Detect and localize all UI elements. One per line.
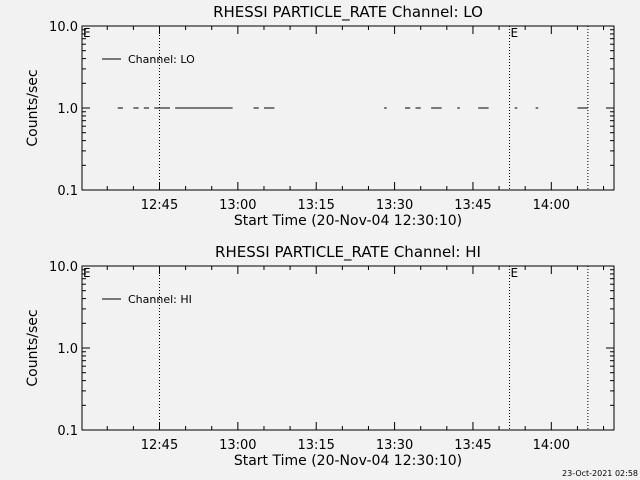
x-tick-label: 13:15 — [297, 438, 334, 453]
marker-label: E — [511, 266, 519, 280]
y-tick-label: 1.0 — [57, 342, 78, 357]
y-axis-label: Counts/sec — [25, 69, 41, 146]
x-axis-label: Start Time (20-Nov-04 12:30:10) — [234, 453, 462, 469]
chart-title: RHESSI PARTICLE_RATE Channel: LO — [213, 3, 483, 22]
marker-label: E — [511, 26, 519, 40]
x-axis-label: Start Time (20-Nov-04 12:30:10) — [234, 213, 462, 229]
x-tick-label: 12:45 — [141, 438, 178, 453]
x-tick-label: 13:30 — [376, 198, 413, 213]
y-tick-label: 0.1 — [57, 184, 78, 199]
x-tick-label: 13:15 — [297, 198, 334, 213]
x-tick-label: 13:45 — [454, 198, 491, 213]
plot-frame — [81, 265, 615, 431]
x-tick-label: 13:00 — [219, 198, 256, 213]
x-tick-label: 12:45 — [141, 198, 178, 213]
chart-title: RHESSI PARTICLE_RATE Channel: HI — [215, 243, 481, 262]
y-axis-label: Counts/sec — [25, 309, 41, 386]
x-tick-label: 13:45 — [454, 438, 491, 453]
y-tick-label: 10.0 — [49, 260, 78, 275]
edge-label: E — [83, 26, 91, 40]
x-tick-label: 14:00 — [533, 438, 570, 453]
y-tick-label: 0.1 — [57, 424, 78, 439]
x-tick-label: 14:00 — [533, 198, 570, 213]
footer-timestamp: 23-Oct-2021 02:58 — [562, 469, 638, 478]
legend-label: Channel: HI — [128, 293, 192, 306]
x-tick-label: 13:00 — [219, 438, 256, 453]
y-tick-label: 1.0 — [57, 102, 78, 117]
edge-label: E — [83, 266, 91, 280]
y-tick-label: 10.0 — [49, 20, 78, 35]
x-tick-label: 13:30 — [376, 438, 413, 453]
legend-label: Channel: LO — [128, 53, 195, 66]
